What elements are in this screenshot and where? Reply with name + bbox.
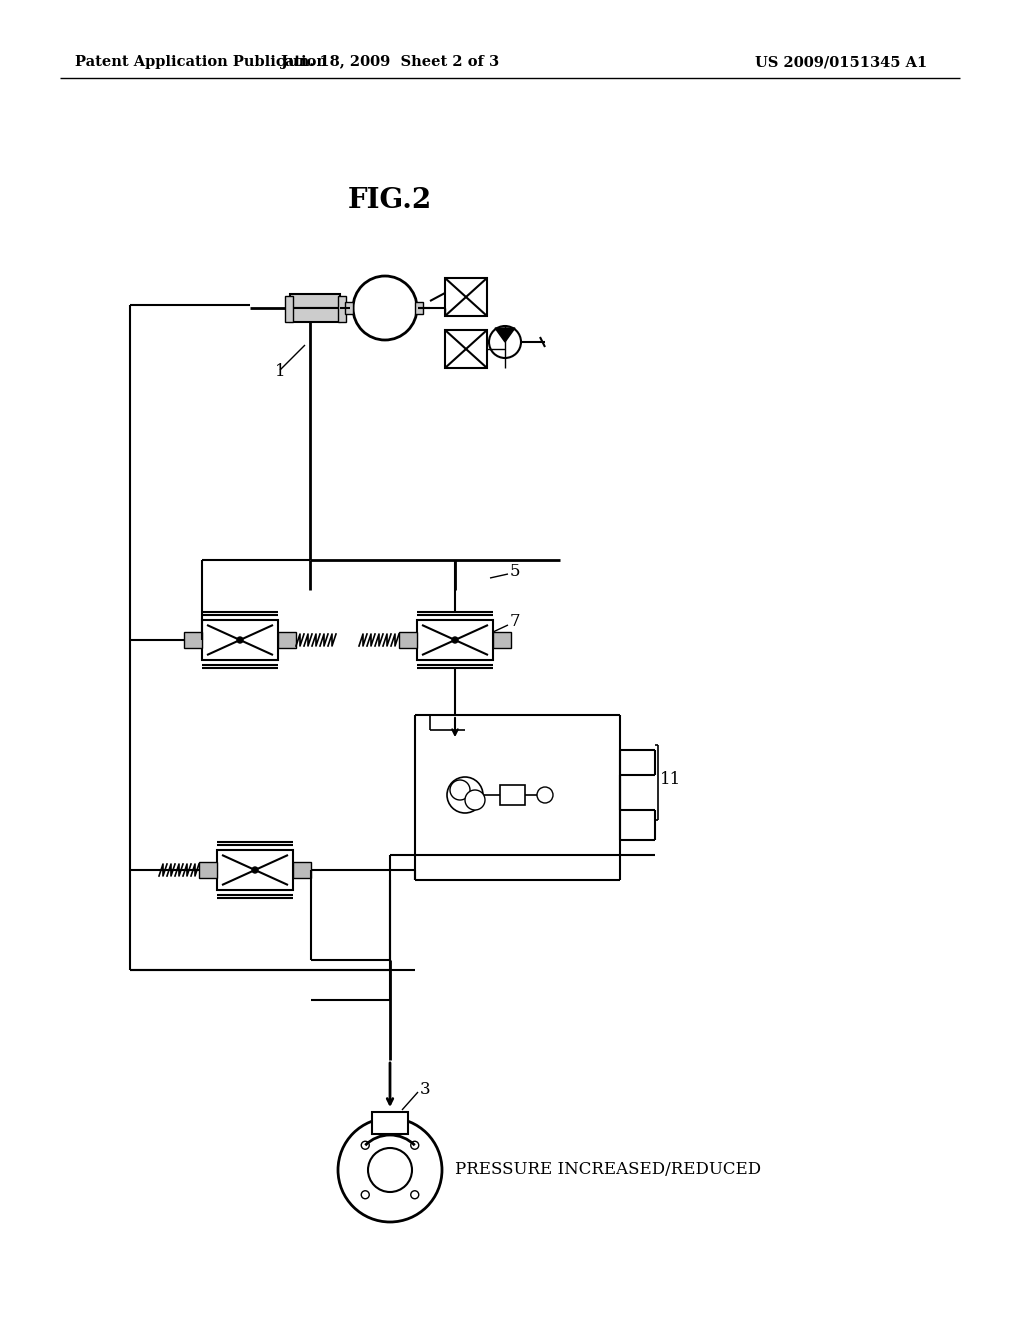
Bar [445,330,487,368]
Circle shape [489,326,521,358]
Bar [278,632,296,648]
Circle shape [452,638,458,643]
Bar [202,620,278,660]
Circle shape [361,1191,370,1199]
Bar [445,279,487,315]
Text: Jun. 18, 2009  Sheet 2 of 3: Jun. 18, 2009 Sheet 2 of 3 [281,55,499,69]
Bar [217,850,293,890]
Bar [338,296,346,322]
Bar [184,632,202,648]
Circle shape [465,789,485,810]
Text: FIG.2: FIG.2 [348,186,432,214]
Text: 1: 1 [275,363,286,380]
Bar [345,302,353,314]
Text: 5: 5 [510,564,520,581]
Circle shape [237,638,243,643]
Bar [290,308,340,322]
Bar [415,302,423,314]
Bar [493,632,511,648]
Circle shape [447,777,483,813]
Bar [290,294,340,308]
Bar [417,620,493,660]
Circle shape [411,1191,419,1199]
Bar [372,1111,408,1134]
Polygon shape [495,327,515,342]
Circle shape [353,276,417,341]
Bar [399,632,417,648]
Circle shape [537,787,553,803]
Bar [199,862,217,878]
Circle shape [338,1118,442,1222]
Circle shape [361,1142,370,1150]
Bar [285,296,293,322]
Bar [500,785,525,805]
Text: 11: 11 [660,771,681,788]
Text: 7: 7 [510,614,520,631]
Text: US 2009/0151345 A1: US 2009/0151345 A1 [755,55,928,69]
Text: PRESSURE INCREASED/REDUCED: PRESSURE INCREASED/REDUCED [455,1162,761,1179]
Bar [293,862,311,878]
Text: Patent Application Publication: Patent Application Publication [75,55,327,69]
Circle shape [368,1148,412,1192]
Circle shape [450,780,470,800]
Circle shape [252,867,258,873]
Circle shape [411,1142,419,1150]
Text: 3: 3 [420,1081,431,1098]
